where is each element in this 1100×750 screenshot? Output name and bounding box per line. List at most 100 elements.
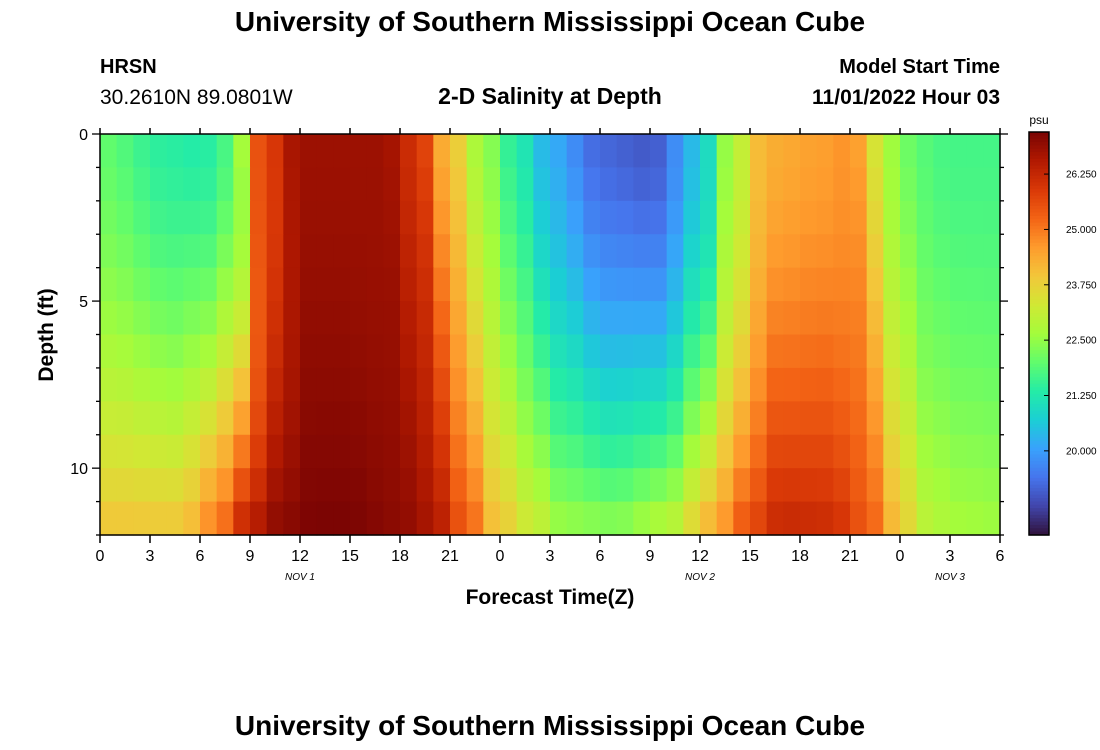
heatmap-cell [266,267,284,302]
colorbar-swatch [1029,454,1049,459]
colorbar-swatch [1029,498,1049,503]
heatmap-cell [466,200,484,235]
heatmap-cell [416,334,434,369]
colorbar-swatch [1029,249,1049,254]
colorbar-swatch [1029,350,1049,355]
heatmap-cell [533,200,551,235]
x-tick-label: 9 [646,548,655,565]
colorbar-swatch [1029,494,1049,499]
heatmap-cell [916,501,934,536]
heatmap-cell [650,167,668,202]
heatmap-cell [133,468,151,503]
heatmap-cell [200,434,218,469]
heatmap-cell [866,501,884,536]
heatmap-cell [450,434,468,469]
heatmap-cell [716,434,734,469]
heatmap-cell [883,134,901,169]
x-tick-label: 18 [791,548,809,565]
heatmap-cell [133,401,151,436]
heatmap-cell [683,167,701,202]
heatmap-cell [500,468,518,503]
heatmap-cell [233,134,251,169]
heatmap-cells [100,134,1001,536]
heatmap-cell [500,200,518,235]
heatmap-cell [183,468,201,503]
heatmap-cell [466,367,484,402]
heatmap-cell [416,301,434,336]
heatmap-cell [766,301,784,336]
heatmap-cell [700,200,718,235]
colorbar-swatch [1029,427,1049,432]
heatmap-cell [916,167,934,202]
heatmap-cell [350,301,368,336]
heatmap-cell [466,167,484,202]
x-tick-label: 0 [496,548,505,565]
heatmap-cell [883,434,901,469]
heatmap-cell [233,267,251,302]
heatmap-cell [183,267,201,302]
heatmap-cell [366,167,384,202]
heatmap-cell [333,434,351,469]
x-tick-label: 0 [96,548,105,565]
heatmap-cell [250,167,268,202]
colorbar-swatch [1029,400,1049,405]
heatmap-cell [166,434,184,469]
heatmap-cell [483,367,501,402]
date-label: NOV 3 [935,572,965,583]
heatmap-cell [416,267,434,302]
heatmap-cell [466,468,484,503]
heatmap-cell [416,134,434,169]
heatmap-cell [383,234,401,269]
heatmap-cell [333,167,351,202]
heatmap-cell [716,301,734,336]
footer-title: University of Southern Mississippi Ocean… [234,710,866,741]
colorbar-swatch [1029,367,1049,372]
heatmap-cell [250,334,268,369]
y-tick-label: 10 [70,461,88,478]
y-tick-label: 5 [79,294,88,311]
heatmap-cell [233,234,251,269]
heatmap-cell [333,334,351,369]
heatmap-cell [933,501,951,536]
heatmap-cell [833,434,851,469]
heatmap-cell [816,234,834,269]
heatmap-cell [683,334,701,369]
heatmap-cell [583,200,601,235]
heatmap-cell [566,367,584,402]
heatmap-cell [100,501,118,536]
heatmap-cell [166,367,184,402]
colorbar-swatch [1029,232,1049,237]
colorbar-swatch [1029,387,1049,392]
heatmap-cell [833,301,851,336]
heatmap-cell [216,501,234,536]
heatmap-cell [633,200,651,235]
heatmap-cell [416,200,434,235]
heatmap-cell [950,167,968,202]
heatmap-cell [550,234,568,269]
heatmap-cell [800,134,818,169]
colorbar-swatch [1029,397,1049,402]
y-axis: 0 5 10 [70,127,1008,536]
heatmap-cell [416,501,434,536]
heatmap-cell [183,167,201,202]
heatmap-cell [266,301,284,336]
x-axis-label: Forecast Time(Z) [466,586,635,609]
heatmap-cell [700,267,718,302]
heatmap-cell [400,200,418,235]
colorbar-swatch [1029,491,1049,496]
colorbar-swatch [1029,222,1049,227]
heatmap-cell [116,434,134,469]
heatmap-cell [250,367,268,402]
heatmap-cell [466,334,484,369]
heatmap-cell [316,367,334,402]
colorbar-swatch [1029,262,1049,267]
heatmap-cell [750,501,768,536]
heatmap-cell [516,200,534,235]
heatmap-cell [366,434,384,469]
heatmap-cell [733,234,751,269]
heatmap-cell [766,167,784,202]
heatmap-cell [500,434,518,469]
colorbar-swatch [1029,444,1049,449]
colorbar-swatch [1029,414,1049,419]
